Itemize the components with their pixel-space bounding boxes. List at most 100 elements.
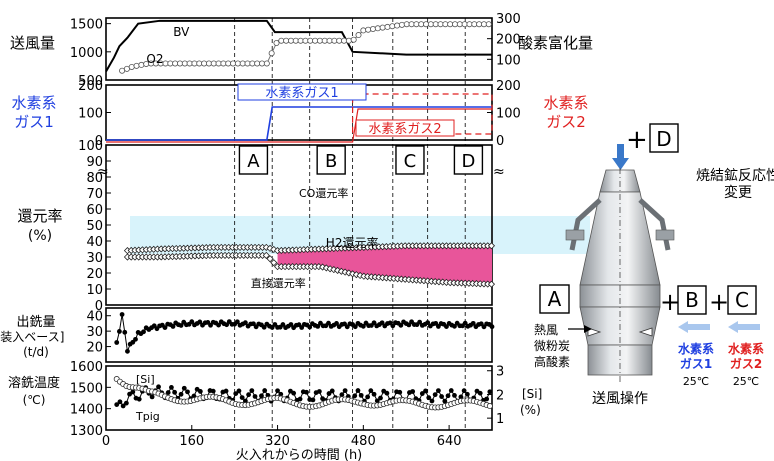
o2-marker (234, 60, 241, 67)
sinter-text-2: 変更 (724, 184, 752, 201)
tpig-marker (156, 384, 161, 390)
panel-frame-0 (105, 17, 493, 81)
tpig-marker (185, 389, 190, 395)
xtick-label: 160 (179, 434, 204, 449)
o2-marker (239, 60, 246, 67)
tpig-marker (352, 393, 358, 399)
o2-marker (350, 36, 357, 43)
tpig-marker (435, 388, 441, 394)
ytick-label-left: 0 (95, 134, 103, 149)
tpig-marker (358, 392, 364, 398)
tpig-marker (487, 389, 493, 395)
tpig-marker (291, 390, 297, 396)
tpig-marker (259, 393, 264, 399)
tpig-marker (384, 390, 390, 396)
tpig-marker (310, 397, 316, 403)
phase-lines (234, 18, 466, 430)
o2-marker (215, 60, 222, 67)
xtick-label: 320 (265, 434, 290, 449)
ytick-label-left: 70 (86, 187, 103, 202)
tpig-marker (239, 395, 245, 401)
output-marker (470, 320, 476, 326)
o2-marker (480, 21, 487, 28)
ytick-label-left: 40 (86, 310, 103, 325)
output-marker (371, 320, 377, 326)
a-box (539, 284, 570, 314)
ytick-label-right: 1 (496, 412, 504, 427)
tpig-marker (339, 392, 345, 398)
tpig-marker (445, 393, 451, 399)
ytick-label-left: 100 (78, 107, 103, 122)
output-marker (197, 319, 203, 325)
o2-marker (186, 60, 193, 67)
si-marker (486, 403, 493, 410)
gas1-annotation: 水素系ガス1 (265, 86, 338, 101)
o2-marker (355, 32, 362, 39)
o2-marker (413, 21, 420, 28)
o2-marker (461, 21, 468, 28)
hotmetal-ylabel: 溶銑温度 (8, 375, 60, 391)
o2-marker (138, 61, 145, 68)
plus-d: + (626, 125, 648, 155)
output-marker (299, 325, 305, 330)
a-box-label: A (548, 287, 562, 311)
o2-marker (167, 60, 174, 67)
o2-marker (423, 21, 430, 28)
tpig-marker (429, 398, 435, 404)
o2-marker (244, 60, 251, 67)
o2-marker (220, 60, 227, 67)
output-yunit: (t/d) (23, 345, 49, 359)
blast-ylabel: 送風量 (10, 34, 55, 52)
h2-reduction-area (277, 245, 492, 285)
tpig-marker (410, 389, 416, 394)
o2-marker (321, 37, 328, 44)
tpig-marker (458, 394, 464, 400)
tuyere-left (587, 327, 602, 337)
tpig-marker (477, 390, 483, 396)
tpig-marker (448, 388, 454, 393)
tpig-marker (120, 403, 126, 409)
ytick-label-left: 1500 (70, 18, 103, 33)
o2-marker (312, 37, 319, 44)
o2-marker (128, 63, 135, 70)
o2-marker (176, 60, 183, 67)
b-box (677, 285, 707, 315)
tpig-marker (355, 388, 361, 393)
gas2-ylabel-1: 水素系 (543, 94, 588, 112)
gas1-line (106, 106, 492, 141)
direct-marker (262, 251, 270, 259)
direct-marker (266, 255, 274, 263)
output-marker (334, 321, 339, 326)
o2-marker (196, 60, 203, 67)
si-yunit: (%) (520, 403, 541, 417)
output-marker (170, 324, 176, 329)
tuyere-right (638, 327, 653, 337)
tpig-marker (452, 392, 457, 398)
tpig-marker (297, 396, 303, 402)
bv-line (105, 19, 492, 73)
h2-annotation: H2還元率 (326, 235, 379, 250)
furnace-diagram: + D 焼結鉱反応性 変更 A + B + C 熱風 微粉炭 高酸素 水素系 ガ… (534, 123, 774, 407)
tpig-marker (342, 388, 348, 394)
direct-annotation: 直接還元率 (251, 276, 306, 290)
ytick-label-right: 3 (496, 365, 504, 380)
c-box-label: C (735, 288, 749, 312)
tpig-marker (210, 388, 216, 394)
ytick-label-left: 50 (86, 219, 103, 234)
ytick-label-left: 1600 (70, 360, 103, 375)
output-marker (417, 319, 423, 325)
output-marker (216, 322, 221, 328)
ytick-label-left: 60 (86, 203, 103, 218)
output-line (116, 314, 493, 352)
axis-break-mark: ≈ (493, 164, 505, 180)
o2-marker (230, 60, 237, 67)
output-marker (234, 319, 240, 325)
output-marker (125, 348, 130, 354)
tpig-marker (249, 388, 255, 394)
o2-marker (249, 60, 256, 67)
tpig-marker (329, 388, 335, 394)
output-marker (119, 312, 125, 317)
tpig-marker (117, 399, 123, 405)
